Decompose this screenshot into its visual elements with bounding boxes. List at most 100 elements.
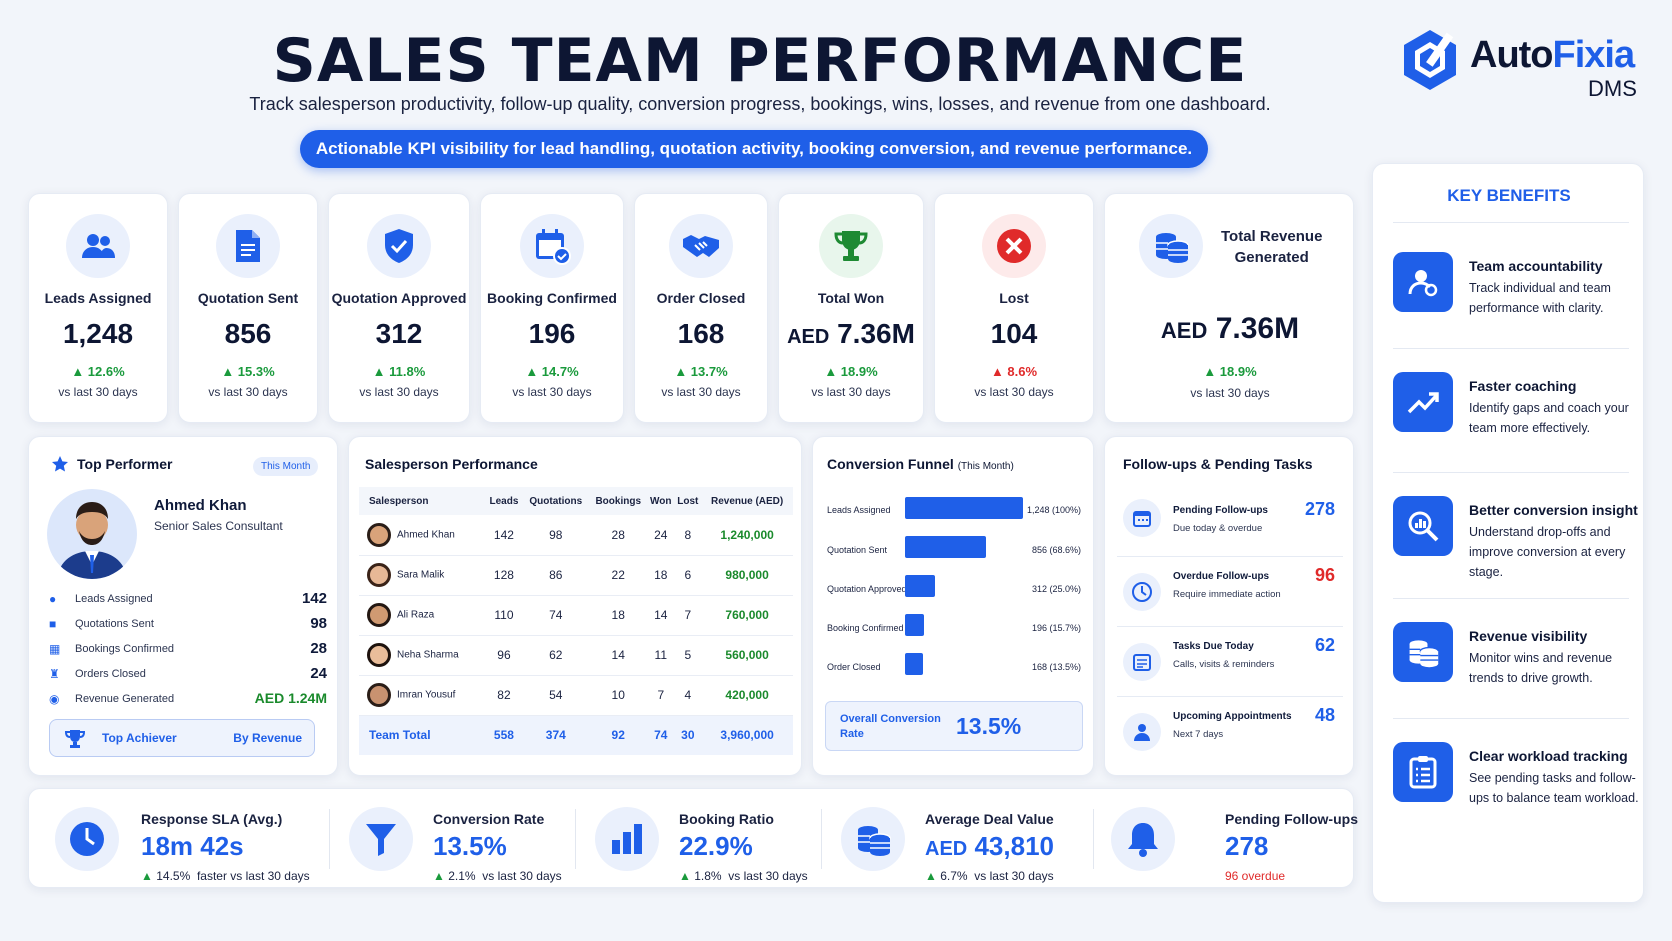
kpi-value: 856 — [224, 318, 272, 349]
funnel-stage-label: Quotation Sent — [827, 545, 888, 555]
list-item[interactable]: Upcoming Appointments Next 7 days 48 — [1117, 697, 1343, 767]
performer-role: Senior Sales Consultant — [154, 519, 283, 533]
avatar — [367, 643, 391, 667]
benefit-item: Team accountability Track individual and… — [1393, 252, 1629, 352]
followups-title: Follow-ups & Pending Tasks — [1123, 456, 1313, 472]
users-icon — [66, 214, 130, 278]
funnel-icon — [349, 807, 413, 871]
kpi-card-lost[interactable]: Lost 104 ▲ 8.6% vs last 30 days — [934, 193, 1094, 423]
bottom-kpi-strip: Response SLA (Avg.) 18m 42s ▲ 14.5% fast… — [28, 788, 1358, 889]
bottom-kpi-booking-ratio[interactable]: Booking Ratio 22.9% ▲ 1.8% vs last 30 da… — [575, 789, 821, 889]
key-benefits-title: KEY BENEFITS — [1447, 186, 1571, 205]
benefit-title: Clear workload tracking — [1469, 748, 1628, 764]
list-item[interactable]: Pending Follow-ups Due today & overdue 2… — [1117, 487, 1343, 557]
bottom-kpi-value: 278 — [1225, 831, 1269, 861]
calendar-check-icon — [520, 214, 584, 278]
followups-card: Follow-ups & Pending Tasks Pending Follo… — [1104, 436, 1354, 776]
kpi-card-quotation-sent[interactable]: Quotation Sent 856 ▲ 15.3% vs last 30 da… — [178, 193, 318, 423]
avatar — [367, 683, 391, 707]
shield-check-icon — [367, 214, 431, 278]
kpi-card-booking-confirmed[interactable]: Booking Confirmed 196 ▲ 14.7% vs last 30… — [480, 193, 624, 423]
benefit-description: Monitor wins and revenue trends to drive… — [1469, 651, 1613, 685]
kpi-card-total-revenue[interactable]: Total Revenue Generated AED 7.36M ▲ 18.9%… — [1104, 193, 1354, 423]
followup-count: 48 — [1314, 705, 1335, 725]
bottom-kpi-label: Conversion Rate — [433, 811, 545, 827]
kpi-label: Lost — [999, 290, 1029, 306]
table-row[interactable]: Ahmed Khan 142 98 28 24 8 1,240,000 — [359, 515, 793, 556]
divider — [1093, 809, 1094, 869]
kpi-change: ▲ 8.6% — [990, 364, 1038, 379]
user-settings-icon — [1393, 252, 1453, 312]
followup-label: Tasks Due Today — [1173, 641, 1254, 652]
table-row[interactable]: Imran Yousuf 82 54 10 7 4 420,000 — [359, 675, 793, 716]
star-icon — [52, 456, 68, 472]
divider — [1393, 472, 1629, 473]
handshake-icon — [669, 214, 733, 278]
bottom-kpi-conversion-rate[interactable]: Conversion Rate 13.5% ▲ 2.1% vs last 30 … — [329, 789, 575, 889]
column-header: Leads — [485, 487, 523, 515]
followup-count: 62 — [1314, 635, 1335, 655]
bottom-kpi-response-sla[interactable]: Response SLA (Avg.) 18m 42s ▲ 14.5% fast… — [29, 789, 329, 889]
followup-sub: Due today & overdue — [1173, 523, 1263, 534]
kpi-card-order-closed[interactable]: Order Closed 168 ▲ 13.7% vs last 30 days — [634, 193, 768, 423]
funnel-stage-value: 196 (15.7%) — [1031, 623, 1081, 633]
top-achiever-bar[interactable]: Top Achiever By Revenue — [49, 719, 315, 757]
funnel-bar — [905, 653, 923, 675]
kpi-card-total-won[interactable]: Total Won AED 7.36M ▲ 18.9% vs last 30 d… — [778, 193, 924, 423]
followup-sub: Calls, visits & reminders — [1173, 659, 1275, 670]
stat-row: ▦ Bookings Confirmed 28 — [49, 640, 327, 657]
divider — [821, 809, 822, 869]
bottom-kpi-change: ▲ 1.8% vs last 30 days — [679, 869, 808, 883]
logo-hexagon-icon — [1404, 30, 1456, 90]
x-circle-icon — [982, 214, 1046, 278]
bottom-kpi-pending-followups[interactable]: Pending Follow-ups 278 96 overdue — [1093, 789, 1358, 889]
table-row[interactable]: Ali Raza 110 74 18 14 7 760,000 — [359, 595, 793, 636]
calendar-icon: ▦ — [49, 642, 61, 656]
bottom-kpi-change: ▲ 6.7% vs last 30 days — [925, 869, 1054, 883]
kpi-card-leads-assigned[interactable]: Leads Assigned 1,248 ▲ 12.6% vs last 30 … — [28, 193, 168, 423]
kpi-comparison: vs last 30 days — [661, 385, 741, 399]
bottom-kpi-label: Response SLA (Avg.) — [141, 811, 283, 827]
kpi-change: ▲ 12.6% — [71, 364, 125, 379]
funnel-stage-label: Leads Assigned — [827, 505, 891, 515]
logo-suffix: DMS — [1588, 76, 1637, 101]
kpi-card-quotation-approved[interactable]: Quotation Approved 312 ▲ 11.8% vs last 3… — [328, 193, 470, 423]
benefit-title: Revenue visibility — [1469, 628, 1588, 644]
kpi-value: AED 7.36M — [1160, 312, 1300, 345]
stat-row: ■ Quotations Sent 98 — [49, 615, 327, 632]
funnel-bar — [905, 575, 935, 597]
divider — [1393, 222, 1629, 223]
funnel-bar — [905, 536, 986, 558]
coins-icon — [841, 807, 905, 871]
salesperson-performance-title: Salesperson Performance — [365, 456, 538, 472]
kpi-comparison: vs last 30 days — [58, 385, 138, 399]
clock-icon — [1123, 573, 1161, 611]
kpi-value: 312 — [375, 318, 423, 349]
table-row[interactable]: Sara Malik 128 86 22 18 6 980,000 — [359, 555, 793, 596]
funnel-title: Conversion Funnel (This Month) — [827, 456, 1014, 472]
followup-sub: Next 7 days — [1173, 729, 1224, 740]
followup-label: Overdue Follow-ups — [1173, 571, 1270, 582]
bottom-kpi-average-deal-value[interactable]: Average Deal Value AED 43,810 ▲ 6.7% vs … — [821, 789, 1093, 889]
avatar — [367, 563, 391, 587]
followup-label: Pending Follow-ups — [1173, 505, 1268, 516]
checklist-calendar-icon — [1123, 643, 1161, 681]
performer-name: Ahmed Khan — [154, 497, 247, 514]
funnel-stage-label: Quotation Approved — [827, 584, 907, 594]
salesperson-table: Salesperson Leads Quotations Bookings Wo… — [359, 487, 793, 755]
funnel-stage-label: Booking Confirmed — [827, 623, 904, 633]
list-item[interactable]: Overdue Follow-ups Require immediate act… — [1117, 557, 1343, 627]
list-item[interactable]: Tasks Due Today Calls, visits & reminder… — [1117, 627, 1343, 697]
benefit-description: Identify gaps and coach your team more e… — [1469, 401, 1629, 435]
trend-up-icon — [1393, 372, 1453, 432]
overall-conversion-value: 13.5% — [956, 713, 1022, 739]
kpi-label: Quotation Approved — [331, 290, 467, 306]
bell-icon — [1111, 807, 1175, 871]
table-row[interactable]: Neha Sharma 96 62 14 11 5 560,000 — [359, 635, 793, 676]
kpi-value: 1,248 — [62, 318, 134, 349]
kpi-comparison: vs last 30 days — [208, 385, 288, 399]
kpi-label: Total Revenue Generated — [1221, 228, 1323, 266]
column-header: Revenue (AED) — [701, 487, 793, 515]
stat-row: ♜ Orders Closed 24 — [49, 665, 327, 682]
benefit-item: Revenue visibility Monitor wins and reve… — [1393, 622, 1629, 722]
